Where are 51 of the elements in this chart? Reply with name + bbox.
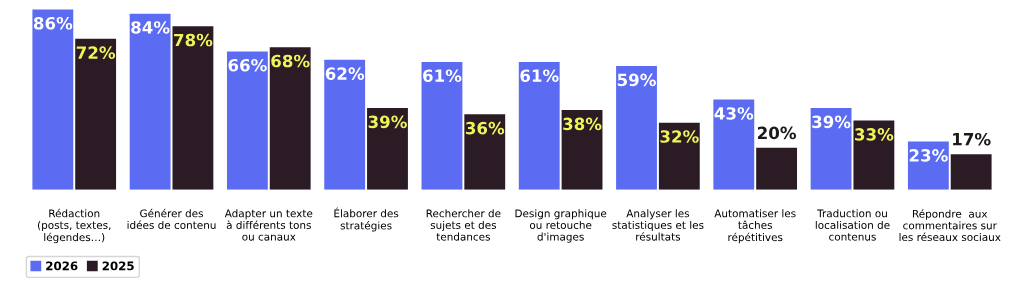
bar — [756, 147, 798, 190]
data-label: 62% — [325, 67, 365, 80]
bar — [464, 114, 506, 190]
data-label: 72% — [76, 46, 116, 59]
x-tick-label: Adapter un texte à différents tons ou canaux — [224, 209, 313, 241]
bar — [129, 13, 171, 190]
legend-label: 2025 — [102, 261, 134, 271]
x-tick-label: Analyser les statistiques et les résultats — [612, 209, 704, 241]
bar — [32, 9, 74, 190]
data-label: 33% — [855, 128, 894, 141]
data-label: 68% — [271, 54, 310, 68]
bar — [810, 108, 852, 190]
data-label: 20% — [757, 126, 797, 140]
bar — [518, 61, 560, 190]
x-tick-label: Rédaction (posts, textes, légendes…) — [37, 208, 111, 244]
x-tick-label: Design graphique ou retouche d'images — [515, 209, 607, 243]
data-label: 39% — [368, 115, 407, 129]
x-tick-label: Automatiser les tâches répétitives — [714, 209, 796, 244]
x-tick-label: Répondre aux commentaires sur les réseaux sociaux — [899, 209, 1001, 242]
data-label: 39% — [812, 115, 851, 129]
data-label: 86% — [33, 16, 73, 30]
data-label: 61% — [520, 69, 559, 82]
data-label: 36% — [465, 121, 505, 135]
data-label: 32% — [660, 130, 699, 143]
data-label: 66% — [228, 58, 267, 72]
data-label: 61% — [423, 69, 462, 82]
x-tick-label: Élaborer des stratégies — [334, 207, 399, 232]
data-label: 84% — [131, 21, 170, 34]
bar — [616, 66, 657, 190]
bar — [269, 47, 311, 190]
bar — [367, 108, 408, 190]
data-label: 38% — [563, 117, 602, 131]
bar — [853, 120, 895, 190]
bar — [950, 154, 992, 190]
bar — [172, 26, 214, 190]
x-tick-label: Rechercher de sujets et des tendances — [426, 209, 501, 241]
data-label: 43% — [714, 107, 754, 120]
x-tick-label: Traduction ou localisation de contenus — [815, 209, 890, 241]
data-label: 59% — [617, 73, 656, 87]
bar — [421, 61, 463, 190]
bar — [75, 38, 117, 190]
bar — [324, 59, 366, 190]
legend-label: 2026 — [46, 261, 78, 271]
bar — [713, 99, 755, 190]
bar — [658, 122, 700, 190]
bar — [226, 51, 268, 190]
data-label: 17% — [953, 132, 991, 146]
data-label: 23% — [909, 149, 948, 162]
bar — [561, 110, 603, 190]
data-label: 78% — [174, 33, 213, 47]
x-tick-label: Générer des idées de contenu — [127, 208, 216, 229]
